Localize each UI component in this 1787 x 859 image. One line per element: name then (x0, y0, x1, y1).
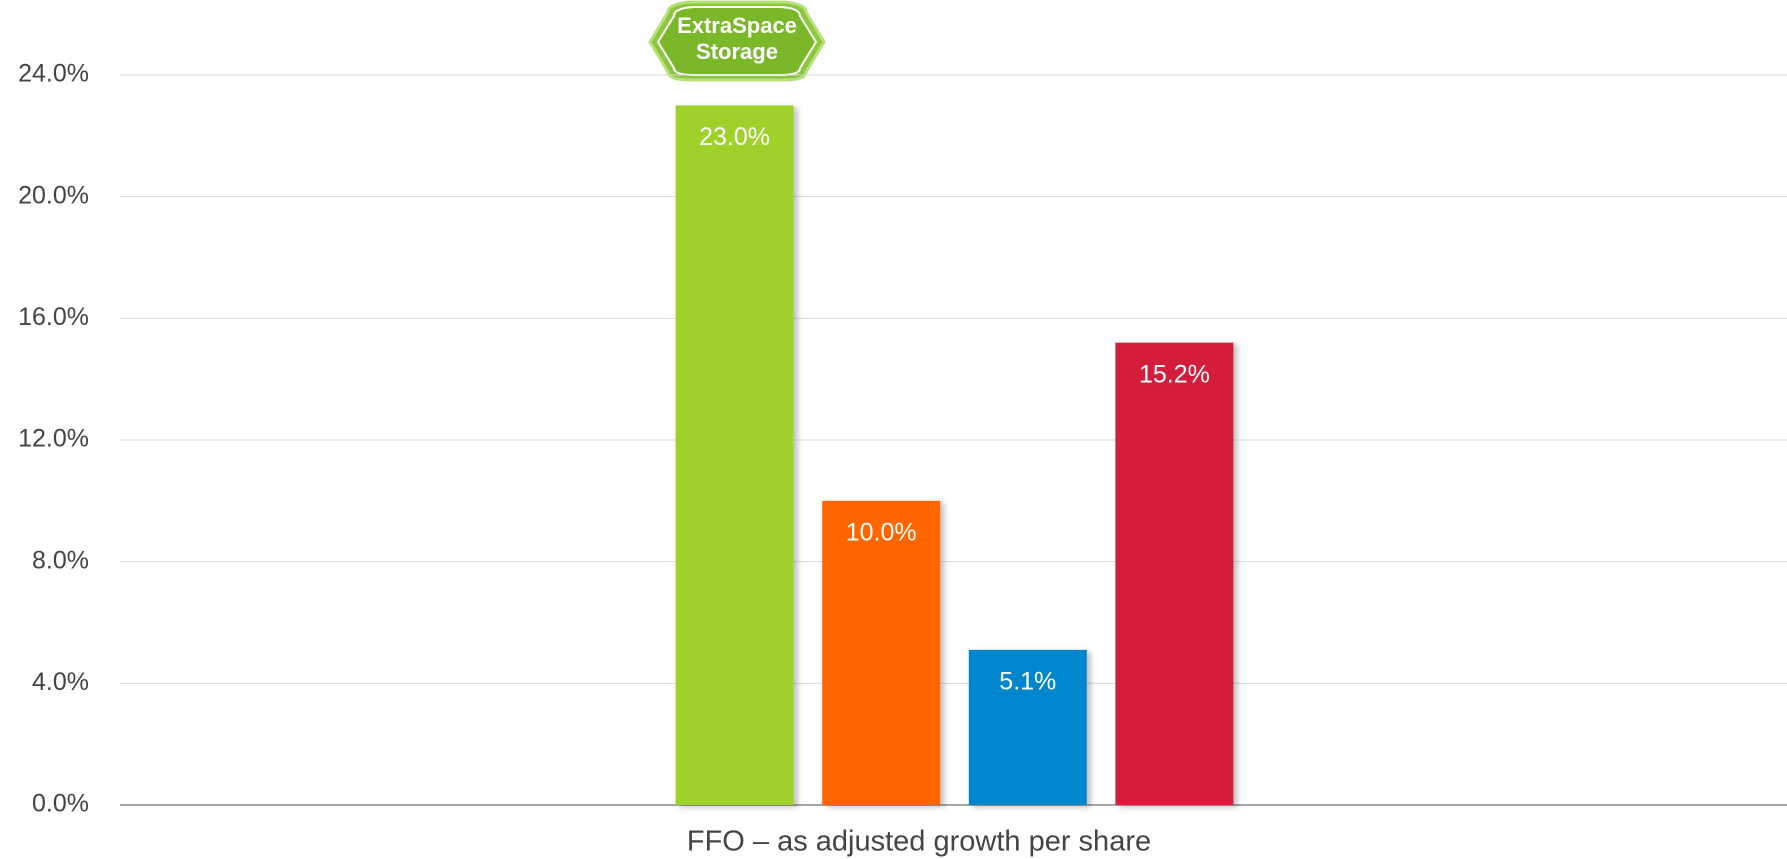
bar (968, 649, 1087, 805)
y-tick-label: 16.0% (18, 303, 89, 331)
value-label: 10.0% (846, 518, 917, 546)
logo-inner (656, 6, 818, 76)
logo-text: Storage (696, 39, 778, 64)
y-tick-label: 12.0% (18, 425, 89, 453)
bar (822, 500, 941, 805)
logo: ExtraSpace Storage (648, 0, 826, 82)
bar (675, 105, 794, 805)
value-label: 5.1% (999, 667, 1056, 695)
x-tick-label: FFO – as adjusted growth per share (687, 826, 1151, 858)
bar (1115, 342, 1234, 805)
y-tick-label: 20.0% (18, 181, 89, 209)
y-tick-label: 24.0% (18, 60, 89, 88)
y-tick-label: 0.0% (32, 790, 89, 818)
y-tick-label: 4.0% (32, 668, 89, 696)
value-label: 15.2% (1139, 360, 1210, 388)
logo-text: ExtraSpace (677, 13, 797, 38)
value-label: 23.0% (699, 123, 770, 151)
y-tick-label: 8.0% (32, 546, 89, 574)
